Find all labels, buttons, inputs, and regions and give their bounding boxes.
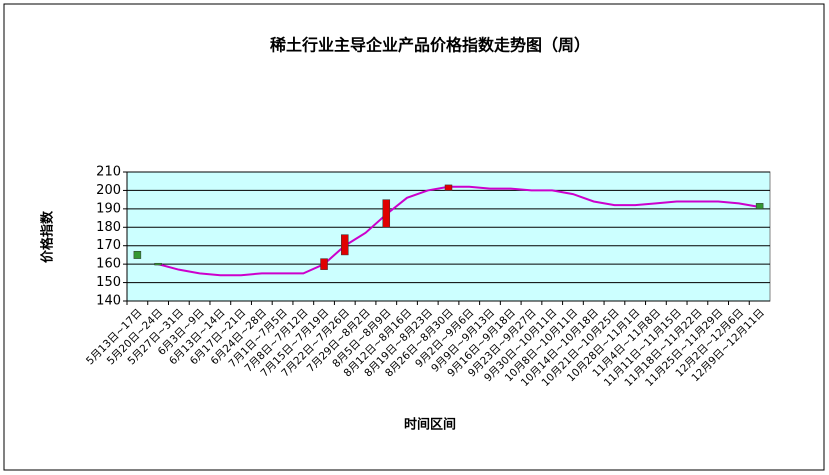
y-tick-label: 200 [96, 183, 121, 198]
candle [382, 199, 391, 228]
y-tick-label: 170 [96, 238, 121, 253]
candle [444, 184, 453, 191]
line [157, 185, 760, 277]
candle [341, 234, 349, 256]
plot-area [126, 171, 771, 302]
candle [133, 250, 142, 259]
y-tick-label: 150 [96, 275, 121, 290]
y-tick-label: 160 [96, 257, 121, 272]
chart-title: 稀土行业主导企业产品价格指数走势图（周） [270, 36, 590, 55]
y-tick-label: 190 [96, 201, 121, 216]
x-axis-label: 时间区间 [404, 417, 456, 433]
y-tick-label: 210 [96, 165, 121, 180]
y-tick-label: 140 [96, 294, 121, 309]
candle [154, 262, 162, 266]
candle [755, 203, 764, 210]
y-tick-label: 180 [96, 220, 121, 235]
candle [320, 258, 328, 270]
y-axis-label: 价格指数 [40, 210, 56, 263]
